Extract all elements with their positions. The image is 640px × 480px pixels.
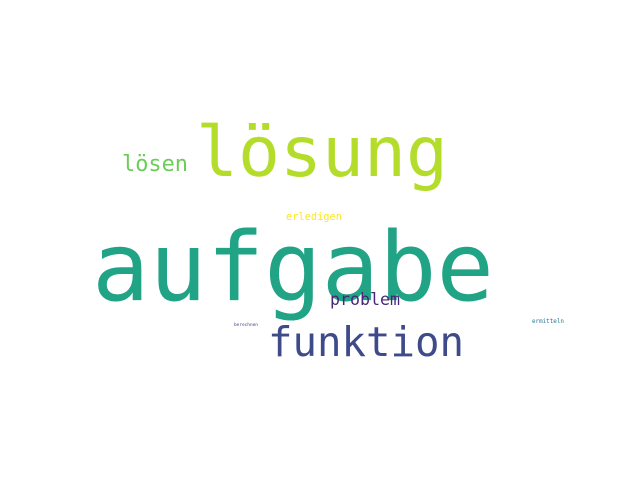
word-berechnen: berechnen xyxy=(234,323,258,328)
word-problem: problem xyxy=(330,290,400,309)
word-funktion: funktion xyxy=(268,318,464,366)
word-erledigen: erledigen xyxy=(286,211,342,223)
word-loesung: lösung xyxy=(196,112,448,193)
word-ermitteln: ermitteln xyxy=(532,319,564,325)
word-aufgabe: aufgabe xyxy=(92,212,494,323)
word-loesen: lösen xyxy=(122,152,188,177)
